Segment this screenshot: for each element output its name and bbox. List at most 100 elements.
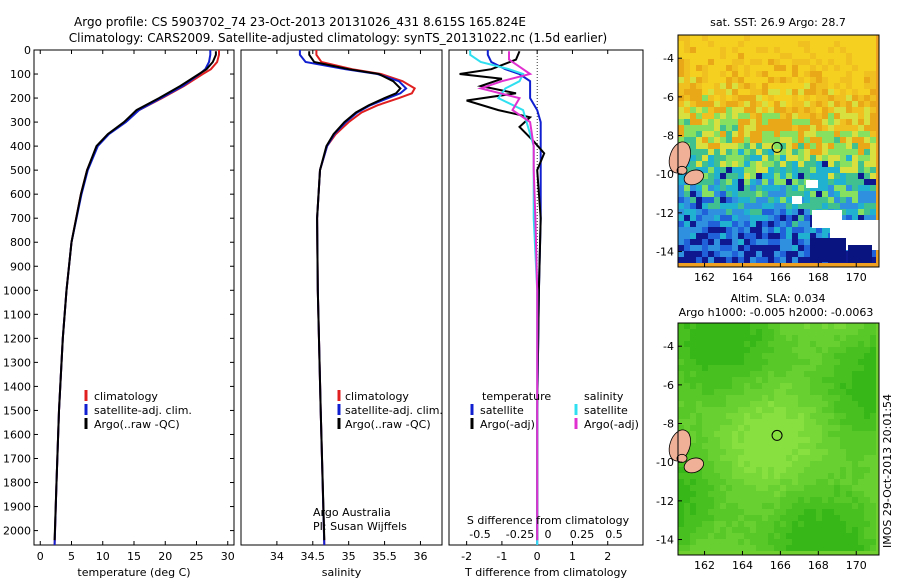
map-cell [732,245,738,251]
map-cell [744,245,750,251]
map-cell [816,113,822,119]
map-cell [840,527,846,533]
map-cell [840,35,846,41]
map-cell [852,341,858,347]
map-cell [786,467,792,473]
map-cell [828,515,834,521]
map-cell [816,53,822,59]
map-cell [864,329,870,335]
map-cell [714,197,720,203]
map-cell [768,527,774,533]
map-cell [726,467,732,473]
map-cell [708,107,714,113]
map-cell [870,203,876,209]
map-cell [714,41,720,47]
map-cell [702,137,708,143]
map-cell [696,329,702,335]
top-tick-label: -0.5 [469,528,490,541]
map-cell [804,227,810,233]
map-cell [798,443,804,449]
map-cell [732,101,738,107]
map-cell [726,425,732,431]
map-cell [780,197,786,203]
map-cell [708,251,714,257]
map-cell [738,515,744,521]
map-cell [792,137,798,143]
map-cell [846,107,852,113]
map-cell [702,179,708,185]
map-cell [732,539,738,545]
map-cell [780,119,786,125]
map-cell [720,137,726,143]
map-cell [828,53,834,59]
map-cell [858,503,864,509]
map-cell [768,35,774,41]
map-cell [864,533,870,539]
map-cell [762,377,768,383]
map-cell [864,431,870,437]
map-cell [786,137,792,143]
map-cell [774,407,780,413]
map-cell [744,53,750,59]
map-cell [810,347,816,353]
map-cell [774,539,780,545]
map-cell [696,77,702,83]
map-cell [720,257,726,263]
map-cell [678,335,684,341]
map-cell [738,185,744,191]
map-cell [870,347,876,353]
map-cell [846,479,852,485]
map-cell [702,485,708,491]
map-cell [858,203,864,209]
map-cell [720,119,726,125]
map-cell [780,35,786,41]
map-cell [768,47,774,53]
map-cell [744,497,750,503]
map-cell [816,509,822,515]
map-cell [762,455,768,461]
map-cell [738,209,744,215]
map-cell [822,371,828,377]
map-cell [828,59,834,65]
map-cell [696,185,702,191]
map-cell [678,509,684,515]
map-cell [768,245,774,251]
map-cell [828,41,834,47]
map-cell [756,209,762,215]
map-cell [798,89,804,95]
map-cell [810,53,816,59]
map-cell [780,335,786,341]
map-cell [768,395,774,401]
map-cell [786,353,792,359]
map-cell [678,371,684,377]
map-cell [756,419,762,425]
map-cell [828,71,834,77]
map-cell [798,239,804,245]
map-cell [690,473,696,479]
plot-frame [448,49,644,546]
map-cell [792,485,798,491]
map-cell [738,455,744,461]
map-cell [708,425,714,431]
map-cell [816,167,822,173]
map-cell [798,533,804,539]
map-cell [804,251,810,257]
map-cell [846,137,852,143]
map-cell [846,419,852,425]
map-cell [738,203,744,209]
y-tick-label: 700 [10,212,31,225]
map-cell [792,53,798,59]
map-cell [684,119,690,125]
map-cell [756,521,762,527]
map-cell [816,233,822,239]
map-cell [858,197,864,203]
map-cell [708,407,714,413]
map-cell [702,365,708,371]
map-cell [744,143,750,149]
map-cell [786,461,792,467]
map-cell [762,365,768,371]
map-cell [714,143,720,149]
map-cell [702,41,708,47]
map-cell [690,257,696,263]
map-cell [720,455,726,461]
